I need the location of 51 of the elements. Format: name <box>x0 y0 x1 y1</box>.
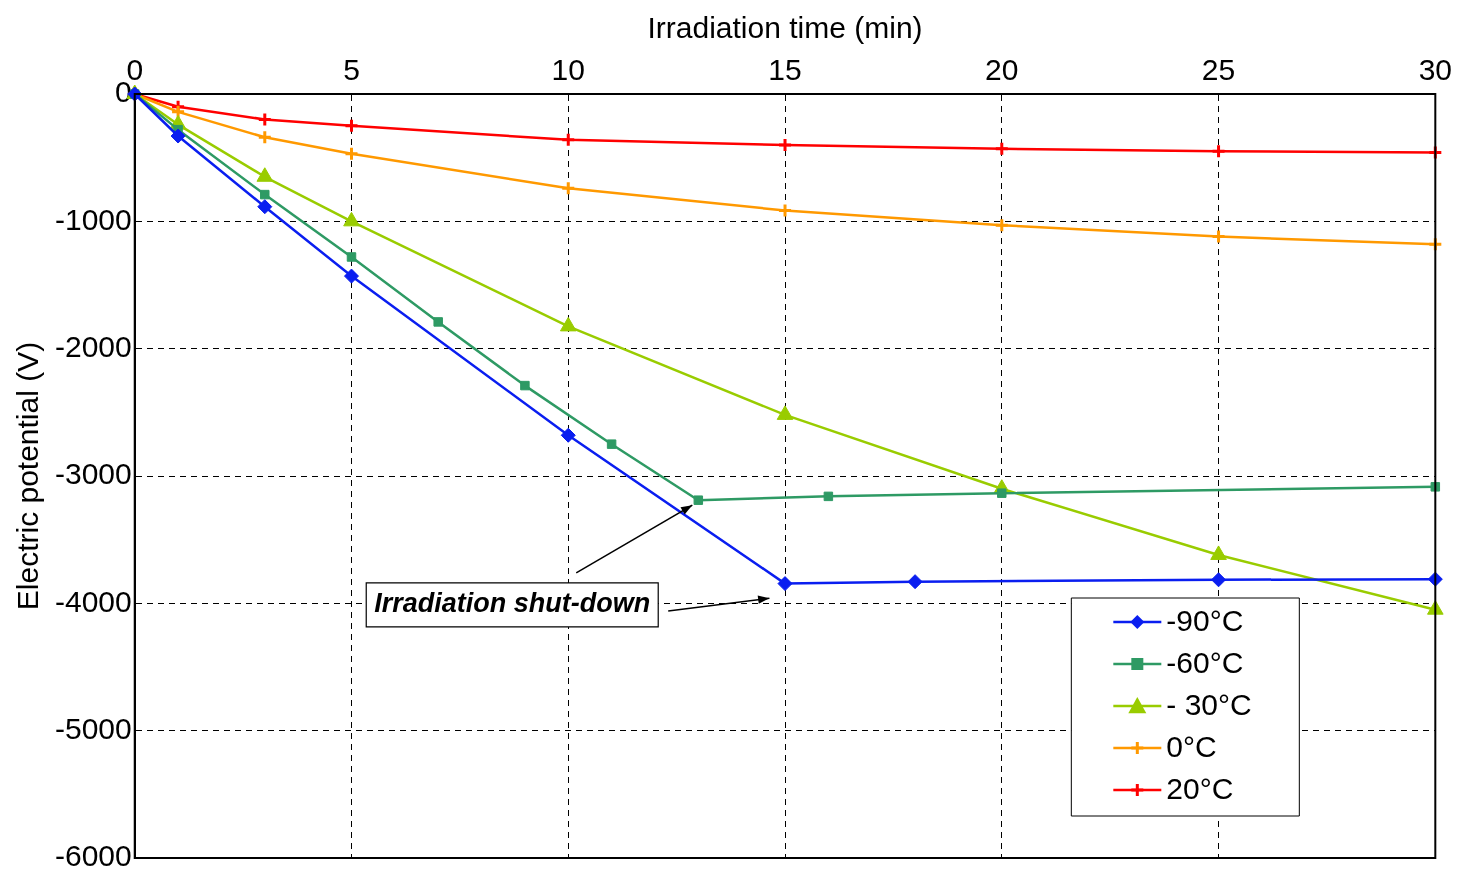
point <box>777 137 793 153</box>
x-tick-label: 10 <box>551 53 585 87</box>
x-tick-label: 20 <box>985 53 1019 87</box>
point <box>777 203 793 219</box>
point <box>1211 229 1227 245</box>
y-tick-label: -3000 <box>54 457 132 491</box>
annotation: Irradiation shut-down <box>374 588 651 619</box>
point <box>777 576 793 592</box>
point <box>433 317 443 327</box>
y-tick-label: -6000 <box>54 839 132 873</box>
y-tick-label: -4000 <box>54 584 132 618</box>
legend-label: 0°C <box>1166 730 1217 764</box>
point <box>823 491 834 502</box>
y-axis-title: Electric potential (V) <box>11 341 45 611</box>
point <box>1427 145 1443 161</box>
legend-label: 20°C <box>1166 772 1234 806</box>
point <box>606 439 617 449</box>
point <box>170 104 186 120</box>
x-axis-title: Irradiation time (min) <box>647 11 923 45</box>
y-tick-label: -5000 <box>54 711 132 745</box>
point <box>1211 143 1227 159</box>
legend-label: - 30°C <box>1166 688 1252 722</box>
point <box>260 189 270 200</box>
point <box>693 495 704 505</box>
y-tick-label: -2000 <box>54 329 132 363</box>
x-tick-label: 15 <box>768 53 802 87</box>
point <box>560 132 576 148</box>
point <box>257 111 273 127</box>
point <box>257 199 273 215</box>
point <box>520 380 530 391</box>
point <box>346 252 357 262</box>
x-tick-label: 30 <box>1418 53 1452 87</box>
point <box>343 268 359 284</box>
point <box>1427 236 1443 252</box>
x-tick-label: 25 <box>1201 53 1236 87</box>
point <box>257 129 273 145</box>
legend-label: -90°C <box>1166 604 1244 638</box>
point <box>907 574 923 590</box>
point <box>343 118 359 134</box>
point <box>560 427 576 443</box>
point <box>994 141 1010 157</box>
x-tick-label: 5 <box>343 53 360 87</box>
point <box>994 217 1010 233</box>
point <box>997 488 1007 498</box>
point <box>343 146 359 162</box>
legend-label: -60°C <box>1166 646 1244 680</box>
point <box>1211 572 1227 588</box>
point <box>170 128 186 144</box>
point <box>1430 482 1441 492</box>
y-tick-label: -1000 <box>54 202 132 236</box>
point <box>560 180 576 196</box>
